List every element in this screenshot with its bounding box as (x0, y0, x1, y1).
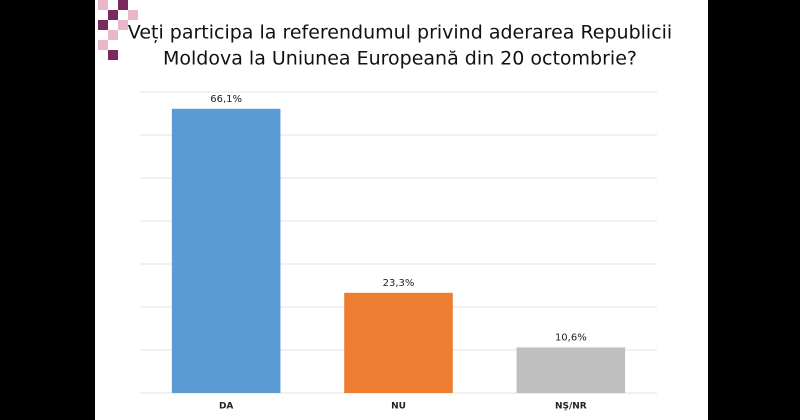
deco-square (128, 10, 138, 20)
slide-decoration (98, 0, 138, 60)
chart-title: Veți participa la referendumul privind a… (128, 22, 672, 44)
data-label: 10,6% (555, 332, 587, 343)
deco-square (108, 30, 118, 40)
deco-square (108, 50, 118, 60)
deco-square (118, 0, 128, 10)
bar (171, 108, 281, 394)
deco-square (108, 10, 118, 20)
data-label: 66,1% (210, 94, 242, 105)
bar (516, 347, 626, 393)
deco-square (98, 40, 108, 50)
deco-square (98, 0, 108, 10)
x-tick-label: DA (219, 402, 233, 412)
bar (344, 292, 453, 393)
x-tick-label: NU (391, 402, 406, 412)
chart-subtitle: Moldova la Uniunea Europeană din 20 octo… (163, 48, 637, 70)
deco-square (98, 20, 108, 30)
x-tick-label: NŞ/NR (555, 402, 587, 412)
deco-square (118, 20, 128, 30)
data-label: 23,3% (383, 278, 415, 289)
